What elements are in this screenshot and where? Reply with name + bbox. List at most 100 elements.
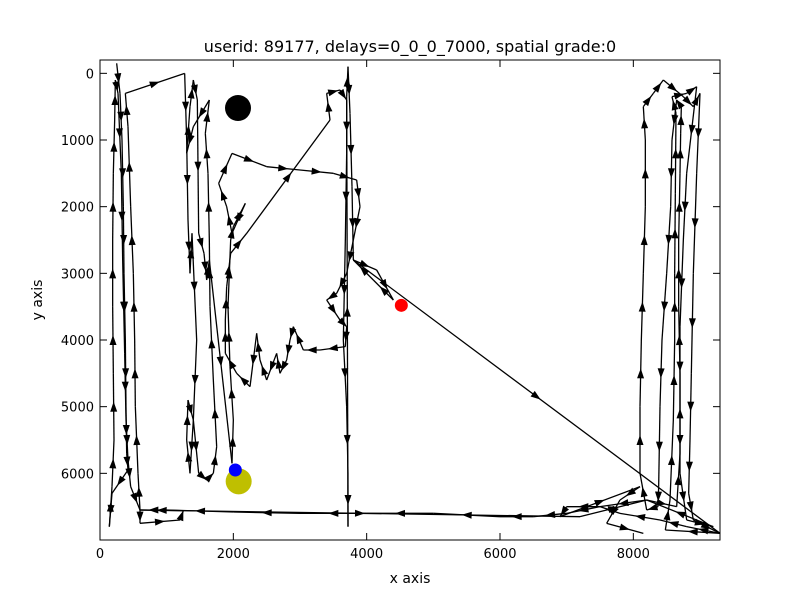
direction-arrow [688,318,696,329]
black-target-marker [225,95,251,121]
direction-arrow [203,111,211,123]
direction-arrow [636,435,644,445]
direction-arrow [183,174,191,185]
direction-arrow [191,374,199,385]
direction-arrow [655,441,663,452]
direction-arrow [306,346,317,354]
direction-arrow [261,509,272,517]
direction-arrow [224,265,232,276]
direction-arrow [340,284,348,295]
direction-arrow [123,105,131,116]
direction-arrow [126,161,133,172]
direction-arrow [359,266,370,277]
y-tick-label: 0 [86,67,94,82]
axes-frame [99,59,721,541]
direction-arrow [675,268,683,279]
direction-arrow [618,499,629,507]
direction-arrow [677,115,685,126]
direction-arrow [226,215,234,226]
direction-arrow [190,84,198,95]
y-tick-label: 5000 [61,401,94,416]
direction-arrow [695,128,703,139]
direction-arrow [619,523,630,531]
direction-arrow [114,72,122,84]
direction-arrow [341,368,349,379]
direction-arrow [289,327,297,339]
direction-arrow [192,441,199,452]
direction-arrow [379,286,390,297]
direction-arrow [250,354,258,365]
direction-arrow [118,211,126,222]
direction-arrow [269,360,277,372]
direction-arrow [187,134,195,145]
direction-arrow [184,125,192,136]
blue-point-marker [228,463,242,477]
direction-arrow [671,301,679,312]
direction-arrow [229,436,237,447]
direction-arrow [641,118,649,129]
direction-arrow [112,81,120,92]
direction-arrow [228,388,236,399]
direction-arrow [685,461,693,472]
direction-arrow [203,148,211,159]
direction-arrow [275,358,283,369]
direction-arrow [136,511,144,522]
direction-arrow [149,81,160,89]
direction-arrow [236,212,244,223]
direction-arrow [190,281,198,292]
direction-arrow [676,99,685,110]
direction-arrow [676,435,684,445]
direction-arrow [201,261,209,272]
direction-arrow [203,473,214,483]
direction-arrow [130,492,138,503]
y-tick-label: 4000 [61,334,94,349]
x-tick-label: 6000 [483,547,516,562]
direction-arrow [327,290,338,300]
direction-arrow [196,470,207,480]
direction-arrow [111,95,119,106]
direction-arrow [278,164,289,172]
direction-arrow [670,375,678,386]
direction-arrow [354,187,362,199]
direction-arrow [228,358,237,370]
direction-arrow [679,491,687,502]
direction-arrow [133,435,141,446]
y-tick-label: 2000 [61,201,94,216]
direction-arrow [530,390,541,400]
x-tick-label: 2000 [217,547,250,562]
direction-arrow [678,278,686,289]
direction-arrow [681,201,689,212]
direction-arrow [255,341,263,353]
red-point-marker [394,298,408,312]
direction-arrow [652,82,662,93]
direction-arrow [109,458,117,469]
direction-arrow [327,344,339,352]
direction-arrow [655,491,662,502]
direction-arrow [337,88,347,100]
direction-arrow [208,338,216,349]
direction-arrow [668,521,680,528]
direction-arrow [682,95,692,106]
direction-arrow [185,451,193,462]
direction-arrow [343,306,351,317]
direction-arrow [671,228,679,239]
direction-arrow [203,265,211,276]
direction-arrow [347,144,355,155]
direction-arrow [211,408,219,419]
direction-arrow [325,101,333,113]
direction-arrow [667,455,675,466]
direction-arrow [117,475,126,486]
x-tick-label: 8000 [617,547,650,562]
direction-arrow [661,301,669,312]
direction-arrow [663,510,671,521]
direction-arrow [196,237,204,249]
direction-arrow [647,503,659,511]
direction-arrow [342,191,350,202]
direction-arrow [154,518,165,526]
direction-arrow [674,475,682,486]
direction-arrow [185,241,193,252]
direction-arrow [176,510,184,522]
direction-arrow [673,92,685,100]
direction-arrow [691,218,699,229]
direction-arrow [243,154,255,162]
